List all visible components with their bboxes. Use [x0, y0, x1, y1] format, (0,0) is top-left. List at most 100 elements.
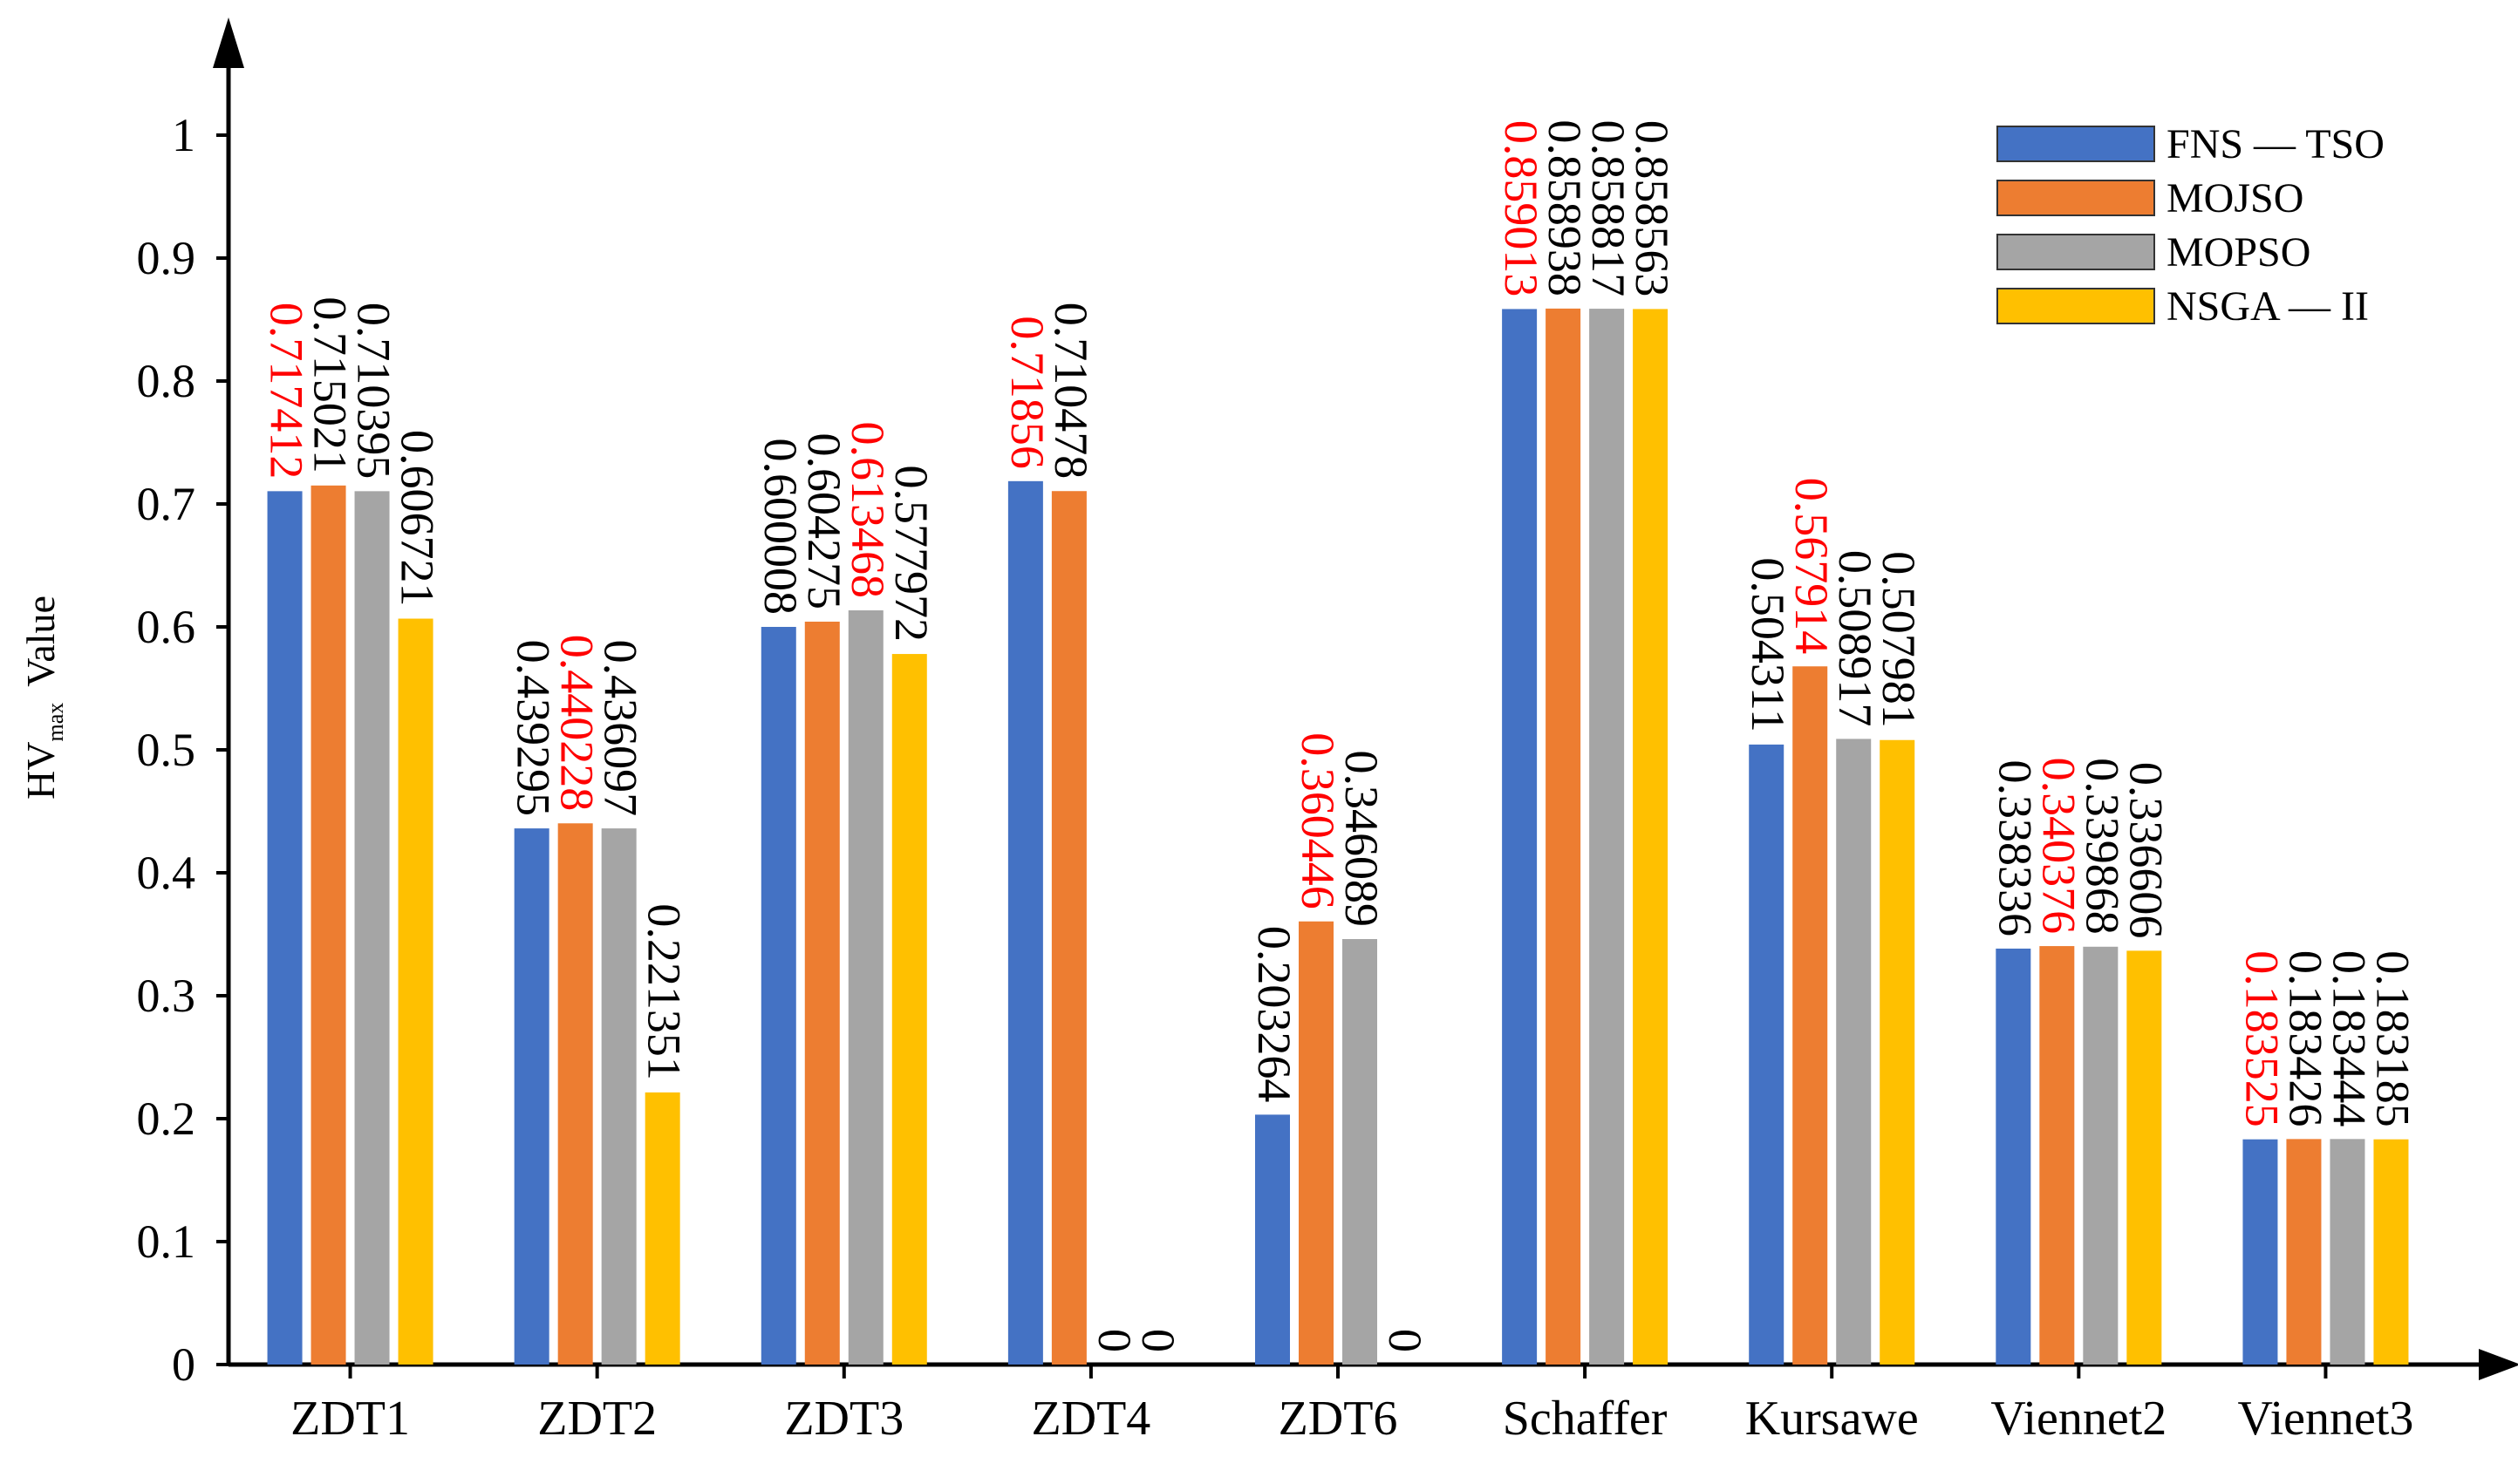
value-label: 0.338336: [1989, 759, 2041, 936]
x-tick-label: ZDT1: [290, 1392, 410, 1446]
legend-swatch: [1996, 288, 2155, 324]
bar: [2126, 950, 2162, 1365]
bar: [804, 621, 840, 1365]
bar: [310, 485, 346, 1365]
value-label: 0: [1088, 1329, 1141, 1352]
y-tick-label: 0.4: [137, 847, 196, 899]
bar: [267, 491, 303, 1365]
bar: [2242, 1139, 2278, 1365]
value-label: 0.346089: [1335, 751, 1388, 928]
value-label: 0.604275: [798, 432, 850, 609]
bar: [1836, 739, 1872, 1365]
x-axis-tick-labels: ZDT1 ZDT2 ZDT3 ZDT4 ZDT6 Schaffer Kursawe Vienn…: [290, 1365, 2413, 1446]
bar: [1051, 491, 1087, 1365]
legend-label: NSGA — II: [2167, 283, 2369, 330]
y-tick-label: 0.5: [137, 724, 196, 776]
value-label: 0.436097: [595, 640, 647, 817]
value-label: 0.508917: [1829, 550, 1881, 727]
y-axis-title-subscript: max: [43, 703, 68, 742]
x-tick-label: ZDT3: [784, 1392, 904, 1446]
value-label: 0.710395: [348, 303, 400, 480]
bar: [1589, 309, 1625, 1365]
value-label: 0.183185: [2366, 950, 2419, 1127]
y-tick-label: 0.8: [137, 355, 196, 407]
y-tick-label: 0.1: [137, 1215, 196, 1268]
bar: [1007, 480, 1043, 1365]
x-tick-label: ZDT2: [537, 1392, 657, 1446]
bar: [398, 618, 433, 1365]
y-axis-title-main: HV: [18, 742, 63, 800]
y-tick-label: 0.9: [137, 232, 196, 284]
x-axis-arrow: [2479, 1349, 2518, 1380]
y-tick-label: 1: [172, 109, 195, 161]
value-label: 0.340376: [2032, 758, 2085, 935]
value-label: 0.715021: [304, 296, 357, 473]
bar: [2083, 946, 2119, 1365]
value-label: 0.439295: [508, 640, 560, 817]
bar: [1633, 309, 1668, 1365]
bar: [2330, 1139, 2365, 1365]
bar: [1502, 309, 1538, 1365]
legend-swatch: [1996, 126, 2155, 162]
bar: [645, 1092, 680, 1365]
value-label: 0: [1379, 1329, 1431, 1352]
value-label: 0.71856: [1001, 316, 1054, 469]
bar: [2039, 946, 2075, 1365]
bar: [1792, 666, 1828, 1365]
value-label: 0.859013: [1495, 120, 1547, 297]
value-label: 0.858938: [1539, 119, 1591, 296]
value-label: 0.203264: [1248, 926, 1300, 1103]
y-axis-tick-labels: 0 0.1 0.2 0.3 0.4 0.5 0.6 0.7 0.8 0.9 1: [137, 109, 229, 1391]
legend: FNS — TSO MOJSO MOPSO NSGA — II: [1996, 121, 2385, 330]
legend-swatch: [1996, 234, 2155, 270]
bar: [2373, 1139, 2409, 1365]
bar: [514, 828, 549, 1365]
y-tick-label: 0.7: [137, 478, 196, 530]
bar: [354, 491, 390, 1365]
bar: [1880, 739, 1915, 1365]
y-tick-label: 0.6: [137, 601, 196, 653]
bars: [267, 308, 2409, 1365]
y-axis-title: HVmax Value: [18, 596, 68, 800]
bar: [848, 610, 884, 1365]
x-tick-label: Viennet3: [2237, 1392, 2413, 1446]
legend-swatch: [1996, 180, 2155, 216]
bar: [1749, 744, 1784, 1365]
value-label: 0.577972: [885, 466, 938, 643]
x-tick-label: Schaffer: [1503, 1392, 1668, 1446]
bar: [1342, 939, 1377, 1365]
bar: [1255, 1114, 1290, 1365]
bar: [601, 828, 637, 1365]
x-tick-label: ZDT4: [1031, 1392, 1150, 1446]
value-label: 0.339868: [2076, 758, 2128, 935]
legend-label: MOPSO: [2167, 229, 2310, 276]
bar: [1299, 921, 1334, 1365]
bar: [761, 626, 796, 1365]
value-label: 0.858563: [1626, 120, 1678, 297]
bar: [557, 823, 593, 1365]
value-label: 0: [1132, 1329, 1184, 1352]
value-label: 0.710478: [1045, 303, 1097, 480]
legend-label: FNS — TSO: [2167, 121, 2385, 167]
bar: [1996, 948, 2031, 1365]
bar: [891, 654, 927, 1365]
x-tick-label: ZDT6: [1279, 1392, 1398, 1446]
legend-label: MOJSO: [2167, 175, 2303, 221]
value-label: 0.183426: [2279, 950, 2331, 1127]
bar: [1546, 308, 1581, 1365]
y-axis-arrow: [213, 17, 244, 68]
value-label: 0.507981: [1873, 551, 1925, 728]
value-label: 0.858817: [1582, 120, 1634, 297]
value-label: 0.613468: [842, 422, 894, 599]
value-label: 0.336606: [2119, 762, 2172, 939]
value-label: 0.504311: [1742, 557, 1794, 732]
value-label: 0.221351: [638, 903, 691, 1080]
bar: [2286, 1139, 2322, 1365]
y-tick-label: 0.3: [137, 970, 196, 1022]
value-label: 0.606721: [392, 430, 444, 607]
value-label: 0.360446: [1292, 732, 1344, 909]
x-tick-label: Kursawe: [1745, 1392, 1919, 1446]
x-tick-label: Viennet2: [1990, 1392, 2167, 1446]
y-tick-label: 0.2: [137, 1093, 196, 1145]
